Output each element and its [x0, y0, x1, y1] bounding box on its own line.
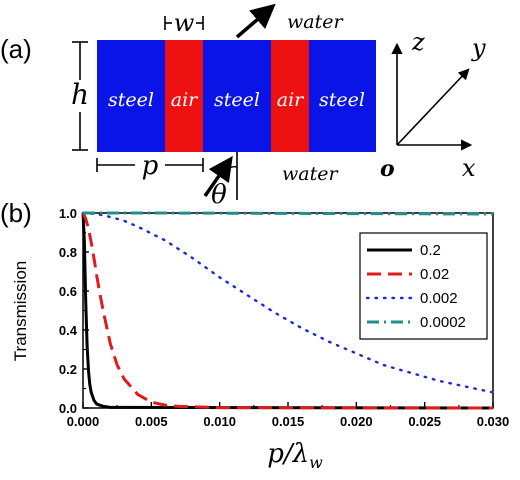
legend-label: 0.002 [420, 290, 458, 307]
legend-label: 0.2 [420, 242, 441, 259]
series-line-0.02 [81, 212, 494, 410]
x-axis-label: x [462, 154, 476, 182]
y-axis-label: y [471, 34, 486, 62]
legend-label: 0.0002 [420, 314, 466, 331]
steel-layer-1 [97, 40, 165, 152]
theta-arc [228, 165, 238, 169]
water-top-label: water [287, 11, 344, 33]
air-label-1: air [171, 89, 199, 111]
w-label: w [174, 9, 195, 37]
legend: 0.2 0.02 0.002 0.0002 [359, 232, 488, 340]
x-axis-title: p/λw [267, 439, 323, 472]
x-tick-label: 0.015 [272, 414, 305, 429]
incident-wave-arrow [203, 155, 233, 197]
legend-label: 0.02 [420, 266, 449, 283]
coordinate-axes: z y x o [380, 28, 486, 182]
y-axis-arrow [396, 68, 470, 146]
w-dimension [164, 16, 204, 30]
series-line-0.002 [81, 211, 495, 394]
air-label-2: air [277, 89, 305, 111]
layered-structure: steel air steel air steel [97, 40, 376, 152]
series-lines [81, 211, 495, 410]
x-tick-label: 0.005 [135, 414, 168, 429]
y-tick-label: 0.6 [59, 284, 77, 299]
x-tick-label: 0.030 [477, 414, 510, 429]
transmitted-wave-arrow [235, 3, 276, 39]
x-tick-label: 0.020 [340, 414, 373, 429]
x-tick-label: 0.000 [67, 414, 100, 429]
y-tick-label: 0.4 [59, 323, 78, 338]
y-tick-label: 0.0 [59, 401, 77, 416]
x-tick-label: 0.010 [203, 414, 236, 429]
air-layer-2 [271, 40, 309, 152]
panel-b-label: (b) [0, 198, 32, 228]
steel-layer-2 [203, 40, 271, 152]
series-line-0.0002 [83, 211, 494, 216]
transmission-chart: 0.00.20.40.60.81.0 0.000 0.005 0.010 0.015 0… [11, 206, 509, 472]
y-tick-label: 1.0 [59, 206, 77, 221]
y-tick-label: 0.2 [59, 362, 77, 377]
steel-label-2: steel [214, 89, 260, 111]
steel-layer-3 [309, 40, 376, 152]
origin-label: o [380, 156, 395, 182]
y-axis-title: Transmission [11, 261, 30, 361]
y-ticks: 0.0 0.2 0.4 0.6 0.8 1.0 [59, 206, 89, 416]
y-tick-label: 0.8 [59, 245, 77, 260]
x-ticks: 0.000 0.005 0.010 0.015 0.020 0.025 0.030 [67, 402, 510, 429]
x-tick-label: 0.025 [408, 414, 441, 429]
h-label: h [71, 78, 89, 111]
z-axis-label: z [411, 28, 425, 56]
steel-label-3: steel [319, 89, 365, 111]
panel-a-label: (a) [0, 34, 32, 64]
h-dimension [72, 41, 88, 151]
air-layer-1 [165, 40, 203, 152]
p-label: p [142, 151, 159, 181]
water-bottom-label: water [282, 163, 339, 185]
steel-label-1: steel [108, 89, 154, 111]
theta-label: θ [211, 180, 227, 210]
p-dimension [96, 158, 204, 172]
series-line-0.2 [81, 212, 494, 410]
